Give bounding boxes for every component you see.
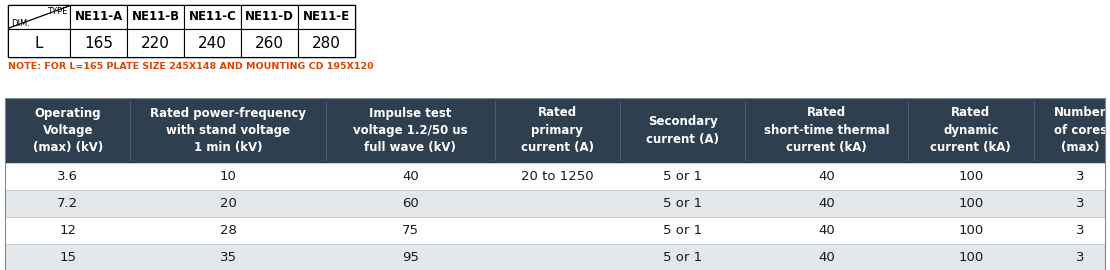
Text: 5 or 1: 5 or 1 — [663, 251, 703, 264]
Text: NE11-C: NE11-C — [189, 11, 236, 23]
Text: 3: 3 — [1076, 224, 1084, 237]
Bar — [297, 5, 355, 29]
Text: NE11-A: NE11-A — [74, 11, 122, 23]
Text: 60: 60 — [402, 197, 418, 210]
Bar — [6, 244, 1104, 270]
Text: 100: 100 — [958, 251, 983, 264]
Bar — [297, 29, 355, 57]
Bar — [184, 29, 241, 57]
Text: NOTE: FOR L=165 PLATE SIZE 245X148 AND MOUNTING CD 195X120: NOTE: FOR L=165 PLATE SIZE 245X148 AND M… — [8, 62, 374, 71]
Bar — [241, 29, 297, 57]
Text: NE11-D: NE11-D — [245, 11, 294, 23]
Bar — [8, 29, 70, 57]
Text: 20: 20 — [220, 197, 236, 210]
Bar — [127, 29, 184, 57]
Text: 40: 40 — [818, 251, 835, 264]
Bar — [6, 163, 1104, 190]
Text: 12: 12 — [59, 224, 77, 237]
Text: NE11-B: NE11-B — [131, 11, 180, 23]
Text: NE11-E: NE11-E — [303, 11, 350, 23]
Text: 5 or 1: 5 or 1 — [663, 197, 703, 210]
Text: 5 or 1: 5 or 1 — [663, 170, 703, 183]
Bar — [127, 5, 184, 29]
Text: 100: 100 — [958, 224, 983, 237]
Text: 40: 40 — [402, 170, 418, 183]
Text: 3: 3 — [1076, 197, 1084, 210]
Bar — [6, 98, 1104, 163]
Text: Number
of cores
(max): Number of cores (max) — [1053, 106, 1107, 154]
Text: 3: 3 — [1076, 170, 1084, 183]
Bar — [241, 5, 297, 29]
Bar — [8, 5, 70, 29]
Bar — [70, 5, 127, 29]
Text: Rated
short-time thermal
current (kA): Rated short-time thermal current (kA) — [764, 106, 889, 154]
Bar — [8, 5, 355, 57]
Text: 15: 15 — [59, 251, 77, 264]
Text: TYPE: TYPE — [47, 7, 67, 16]
Text: 7.2: 7.2 — [57, 197, 79, 210]
Text: Impulse test
voltage 1.2/50 us
full wave (kV): Impulse test voltage 1.2/50 us full wave… — [353, 106, 467, 154]
Text: Secondary
current (A): Secondary current (A) — [646, 115, 719, 146]
Text: 280: 280 — [312, 35, 341, 50]
Text: 260: 260 — [255, 35, 284, 50]
Text: 20 to 1250: 20 to 1250 — [521, 170, 594, 183]
Text: 40: 40 — [818, 170, 835, 183]
Text: 240: 240 — [198, 35, 226, 50]
Text: 5 or 1: 5 or 1 — [663, 224, 703, 237]
Text: 35: 35 — [220, 251, 236, 264]
Text: Rated
primary
current (A): Rated primary current (A) — [521, 106, 594, 154]
Bar — [6, 98, 1104, 270]
Text: 3.6: 3.6 — [58, 170, 78, 183]
Text: 100: 100 — [958, 197, 983, 210]
Text: 40: 40 — [818, 224, 835, 237]
Text: DIM.: DIM. — [11, 19, 30, 28]
Text: 165: 165 — [84, 35, 113, 50]
Text: 220: 220 — [141, 35, 170, 50]
Bar — [6, 217, 1104, 244]
Text: 3: 3 — [1076, 251, 1084, 264]
Bar — [184, 5, 241, 29]
Text: 100: 100 — [958, 170, 983, 183]
Text: 10: 10 — [220, 170, 236, 183]
Text: 40: 40 — [818, 197, 835, 210]
Text: Operating
Voltage
(max) (kV): Operating Voltage (max) (kV) — [32, 106, 103, 154]
Bar — [70, 29, 127, 57]
Text: 95: 95 — [402, 251, 418, 264]
Text: L: L — [34, 35, 43, 50]
Text: 28: 28 — [220, 224, 236, 237]
Text: 75: 75 — [402, 224, 418, 237]
Text: Rated power-frequency
with stand voltage
1 min (kV): Rated power-frequency with stand voltage… — [150, 106, 306, 154]
Bar — [6, 190, 1104, 217]
Text: Rated
dynamic
current (kA): Rated dynamic current (kA) — [930, 106, 1011, 154]
